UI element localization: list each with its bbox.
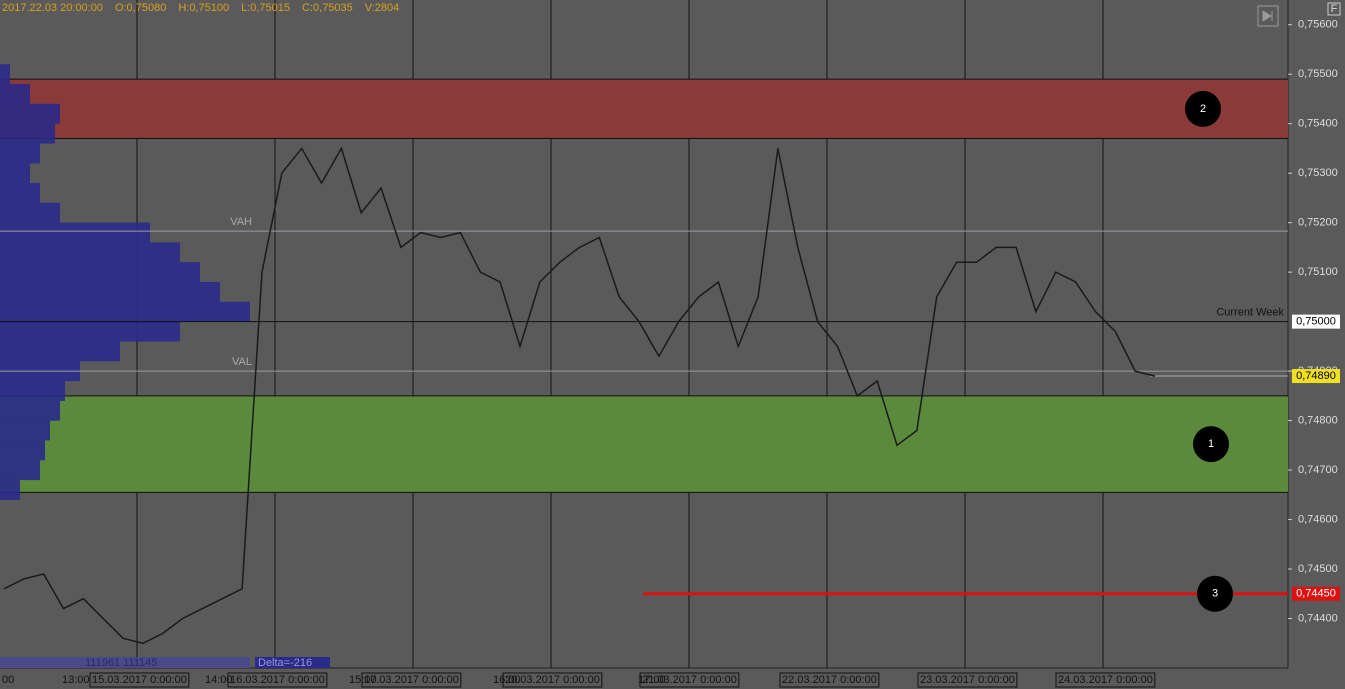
time-box [1055, 672, 1156, 688]
y-tick-label: 0,74800 [1298, 414, 1338, 426]
time-box [361, 672, 462, 688]
icon [1262, 10, 1273, 22]
footer-text: 111961 111145 [85, 657, 157, 669]
x-tick-label: 24.03.2017 0:00:00 [1058, 674, 1153, 686]
button[interactable] [1257, 5, 1279, 27]
header-text: 2017.22.03 20:00:00 [2, 2, 103, 14]
time-box [917, 672, 1018, 688]
profile-bar [0, 182, 40, 203]
x-tick-label: 16.03.2017 0:00:00 [230, 674, 325, 686]
profile-bar [0, 400, 60, 421]
price-box [1292, 586, 1340, 601]
x-tick-label: 15.03.2017 0:00:00 [92, 674, 187, 686]
y-tick-label: 0,74500 [1298, 563, 1338, 575]
x-tick-label: 16:00 [493, 674, 521, 686]
y-tick-label: 0,75100 [1298, 266, 1338, 278]
profile-bar [0, 123, 55, 144]
x-tick-label: 00 [2, 674, 14, 686]
zone [0, 395, 1288, 493]
marker-label: 2 [1200, 103, 1206, 115]
price-box-label: 0,74890 [1296, 370, 1336, 382]
profile-bar [0, 202, 60, 223]
marker [1185, 90, 1221, 127]
time-box [227, 672, 328, 688]
profile-bar [0, 301, 250, 322]
button[interactable] [1327, 2, 1341, 16]
marker [1197, 575, 1233, 612]
header-text: C:0,75035 [302, 2, 353, 14]
zone [0, 79, 1288, 139]
y-tick-label: 0,74400 [1298, 612, 1338, 624]
profile-bar [0, 420, 50, 441]
time-box [639, 672, 740, 688]
level-label: VAL [232, 356, 252, 368]
time-box [89, 672, 190, 688]
profile-bar [0, 460, 40, 481]
icon-label: F [1331, 3, 1338, 15]
profile-bar [0, 281, 220, 302]
time-box [502, 672, 603, 688]
y-tick-label: 0,75200 [1298, 217, 1338, 229]
x-tick-label: 17.03.2017 0:00:00 [364, 674, 459, 686]
x-tick-label: 23.03.2017 0:00:00 [920, 674, 1015, 686]
profile-bar [0, 380, 65, 401]
header-text: O:0,75080 [115, 2, 166, 14]
header-text: H:0,75100 [178, 2, 229, 14]
x-tick-label: 22.03.2017 0:00:00 [782, 674, 877, 686]
footer-box [255, 657, 330, 668]
y-tick-label: 0,74600 [1298, 513, 1338, 525]
header-text: V:2804 [365, 2, 399, 14]
profile-bar [0, 103, 60, 124]
x-tick-label: 20.03.2017 0:00:00 [505, 674, 600, 686]
profile-bar [0, 479, 20, 500]
price-line [3, 146, 1156, 645]
y-tick-label: 0,75300 [1298, 167, 1338, 179]
level-label: VAH [230, 216, 252, 228]
price-box-label: 0,74450 [1296, 588, 1336, 600]
price-box [1292, 369, 1340, 384]
marker-label: 1 [1208, 438, 1214, 450]
profile-bar [0, 341, 120, 362]
profile-bar [0, 163, 30, 184]
profile-bar [0, 242, 180, 263]
time-box [779, 672, 880, 688]
profile-bar [0, 222, 150, 243]
footer-box [0, 657, 250, 668]
price-box [1292, 314, 1340, 329]
price-box-label: 0,75000 [1296, 316, 1336, 328]
footer-text: Delta=-216 [258, 657, 312, 669]
profile-bar [0, 84, 30, 105]
x-tick-label: 14:00 [205, 674, 233, 686]
profile-bar [0, 262, 200, 283]
y-tick-label: 0,75400 [1298, 118, 1338, 130]
marker-label: 3 [1212, 588, 1218, 600]
y-tick-label: 0,75500 [1298, 68, 1338, 80]
x-tick-label: 17:00 [638, 674, 666, 686]
x-tick-label: 21.03.2017 0:00:00 [642, 674, 737, 686]
profile-bar [0, 440, 45, 461]
y-tick-label: 0,75600 [1298, 19, 1338, 31]
header-text: L:0,75015 [241, 2, 290, 14]
y-tick-label: 0,74700 [1298, 464, 1338, 476]
profile-bar [0, 143, 40, 164]
profile-bar [0, 64, 10, 85]
marker [1193, 426, 1229, 463]
level-label: Current Week [1216, 307, 1284, 319]
profile-bar [0, 321, 180, 342]
x-tick-label: 15:00 [349, 674, 377, 686]
x-tick-label: 13:00 [62, 674, 90, 686]
